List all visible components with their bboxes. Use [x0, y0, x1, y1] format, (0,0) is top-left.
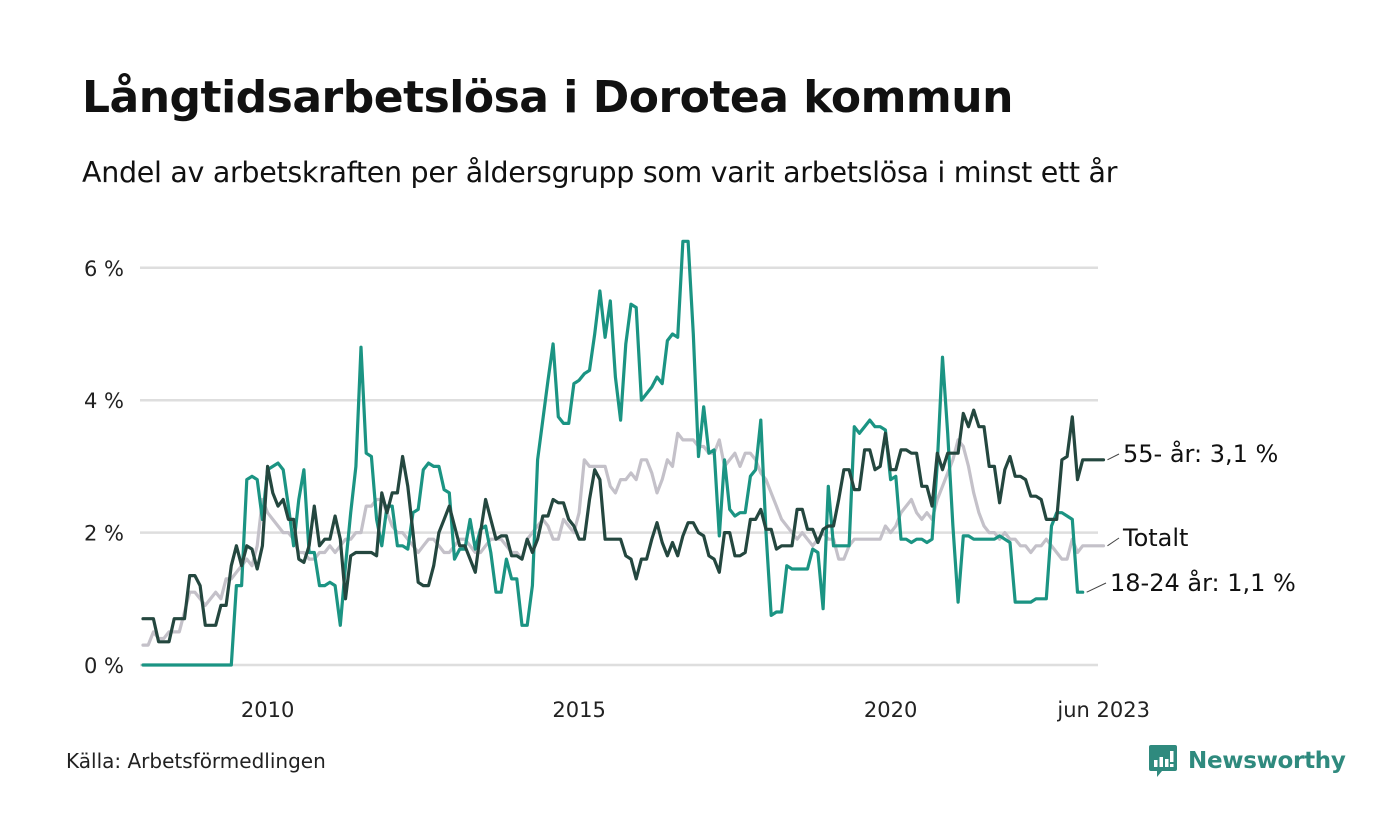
brand-logo: Newsworthy	[1148, 744, 1346, 778]
series-line-total	[141, 431, 1106, 647]
series-label: 18-24 år: 1,1 %	[1110, 568, 1296, 597]
x-tick-label: jun 2023	[1056, 698, 1150, 722]
y-axis: 0 % 2 % 4 % 6 %	[84, 257, 124, 678]
y-tick-label: 6 %	[84, 257, 124, 281]
bar-chart-speech-bubble-icon	[1149, 745, 1177, 777]
chart-subtitle: Andel av arbetskraften per åldersgrupp s…	[82, 156, 1118, 189]
label-leader-line	[1086, 582, 1107, 593]
series-labels: 55- år: 3,1 % Totalt 18-24 år: 1,1 %	[1086, 439, 1296, 597]
x-tick-label: 2010	[241, 698, 294, 722]
y-tick-label: 2 %	[84, 522, 124, 546]
y-tick-label: 0 %	[84, 654, 124, 678]
chart-title: Långtidsarbetslösa i Dorotea kommun	[82, 72, 1013, 123]
series-line-age-18-24	[141, 239, 1085, 667]
x-tick-label: 2015	[552, 698, 605, 722]
x-axis: 2010 2015 2020 jun 2023	[241, 698, 1150, 722]
gridlines	[140, 266, 1098, 667]
series-label: 55- år: 3,1 %	[1123, 439, 1278, 468]
label-leader-line	[1107, 537, 1120, 547]
y-tick-label: 4 %	[84, 389, 124, 413]
x-tick-label: 2020	[864, 698, 917, 722]
label-leader-line	[1107, 453, 1120, 461]
series-label: Totalt	[1122, 524, 1188, 552]
source-note: Källa: Arbetsförmedlingen	[66, 749, 326, 773]
series-lines	[141, 239, 1106, 667]
brand-name: Newsworthy	[1188, 748, 1346, 774]
series-line-age-55	[141, 408, 1106, 644]
